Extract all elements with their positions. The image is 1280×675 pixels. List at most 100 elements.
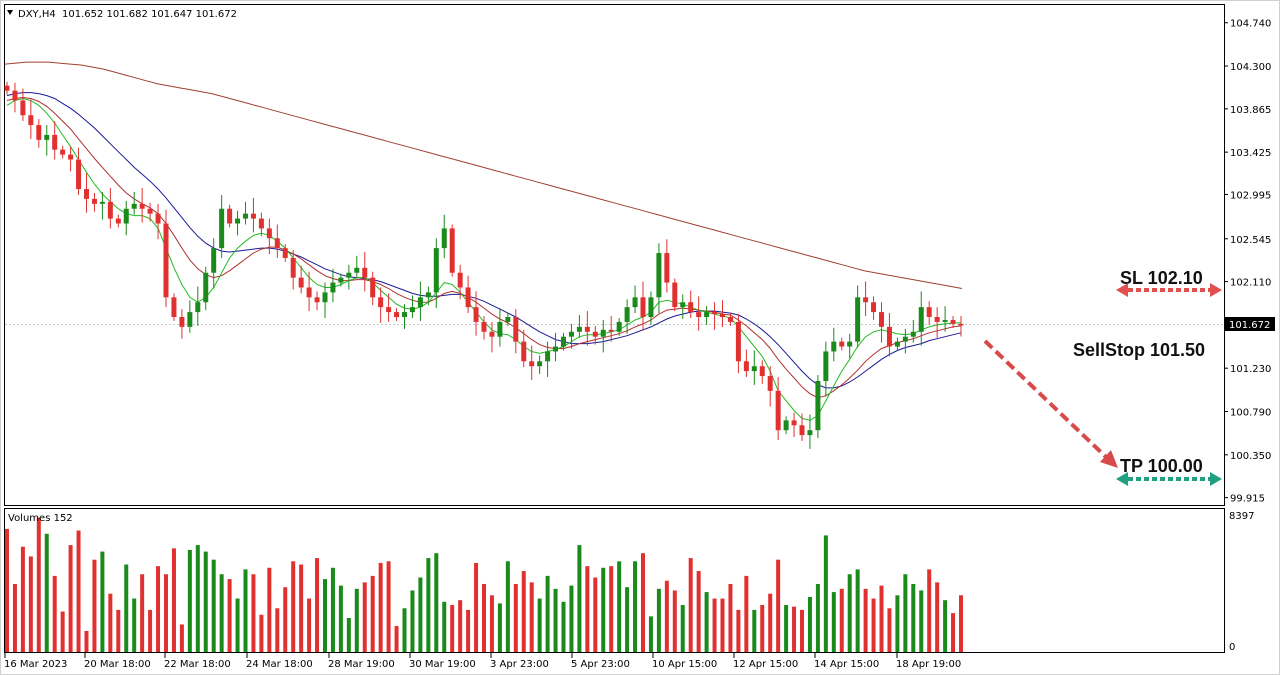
volume-bar [179, 624, 184, 652]
candle-body [60, 149, 66, 155]
volume-bar [871, 598, 876, 652]
candle [195, 286, 201, 326]
volume-bar [855, 569, 860, 652]
time-axis: 16 Mar 2023 20 Mar 18:00 22 Mar 18:00 24 Ma… [4, 653, 961, 670]
candle-body [950, 319, 956, 324]
candle-body [36, 125, 42, 140]
volume-bar [370, 575, 375, 652]
volume-bar [259, 614, 264, 652]
candle-body [727, 317, 733, 322]
candle-body [600, 329, 606, 337]
candle [12, 82, 18, 113]
candle-body [918, 307, 924, 332]
volume-bar [879, 585, 884, 652]
candle [879, 302, 884, 343]
volume-bar [36, 517, 41, 652]
volume-bar [442, 601, 447, 652]
time-tick-label: 24 Mar 18:00 [246, 659, 313, 670]
candle-body [131, 203, 137, 209]
candle-body [680, 302, 686, 308]
candle-body [12, 90, 18, 101]
candle [918, 291, 924, 346]
candle-body [219, 208, 225, 249]
candle [402, 304, 407, 329]
candle-body [155, 213, 161, 224]
candlesticks [4, 81, 964, 449]
time-tick-label: 30 Mar 19:00 [409, 659, 476, 670]
candle [68, 146, 74, 172]
sellstop-annotation: SellStop 101.50 [1073, 340, 1205, 360]
candle-body [632, 297, 638, 308]
candle-body [775, 390, 781, 431]
volume-bar [704, 592, 709, 652]
candle [107, 188, 113, 229]
candle [640, 281, 646, 331]
candle-body [704, 312, 710, 318]
time-tick-label: 14 Apr 15:00 [814, 659, 879, 670]
candle-body [370, 277, 376, 298]
candle [942, 306, 948, 332]
candle-body [330, 282, 336, 293]
candle-body [640, 297, 646, 318]
candle-body [807, 430, 813, 436]
volume-bar [800, 609, 804, 652]
candle-body [465, 287, 471, 308]
volume-bar [219, 574, 224, 652]
price-tick-label: 99.915 [1230, 494, 1265, 505]
candle-body [266, 228, 272, 239]
candle-body [362, 267, 368, 278]
candle [886, 313, 892, 357]
candle-body [902, 336, 908, 342]
candle-body [720, 314, 725, 318]
candle [84, 173, 89, 213]
time-tick-label: 20 Mar 18:00 [84, 659, 151, 670]
volume-bar [386, 561, 391, 652]
volume-bar [211, 559, 216, 652]
candle [624, 299, 630, 334]
candle-body [958, 323, 964, 326]
candle [36, 119, 42, 148]
current-price-value: 101.672 [1229, 320, 1270, 331]
chevron-down-icon[interactable] [7, 10, 13, 15]
candle [386, 293, 392, 322]
candle-body [759, 366, 765, 377]
candle-body [926, 307, 932, 318]
candle-body [211, 248, 217, 273]
volume-bar [116, 609, 121, 652]
candle [759, 360, 765, 384]
time-tick-label: 16 Mar 2023 [4, 659, 67, 670]
candle [902, 328, 908, 354]
volume-bar [346, 617, 351, 652]
candle [433, 238, 439, 309]
candle-body [799, 425, 805, 436]
candle-body [457, 272, 463, 288]
candle [409, 295, 415, 318]
candle [123, 200, 129, 236]
candle [839, 337, 845, 351]
volume-bar [664, 580, 669, 652]
candle-body [934, 317, 940, 322]
volume-bar [394, 626, 399, 652]
candle [441, 214, 447, 258]
volume-bar [474, 562, 479, 652]
volume-bar [736, 609, 741, 652]
candle [362, 252, 368, 292]
candle-body [712, 312, 718, 315]
volume-bar [847, 574, 852, 652]
volume-bar [497, 603, 502, 652]
volume-bar [792, 606, 797, 652]
candle-body [910, 331, 916, 337]
candle [513, 309, 519, 354]
candle [91, 192, 97, 212]
candle-body [561, 336, 566, 347]
volume-bar [553, 588, 558, 652]
candle-body [871, 302, 877, 313]
volume-bar [760, 605, 765, 652]
candle-body [823, 351, 829, 381]
candle-body [298, 277, 304, 288]
volume-bar [378, 562, 383, 652]
candle [171, 293, 177, 321]
candle-body [171, 297, 177, 318]
projection-arrow-icon [1100, 450, 1118, 468]
